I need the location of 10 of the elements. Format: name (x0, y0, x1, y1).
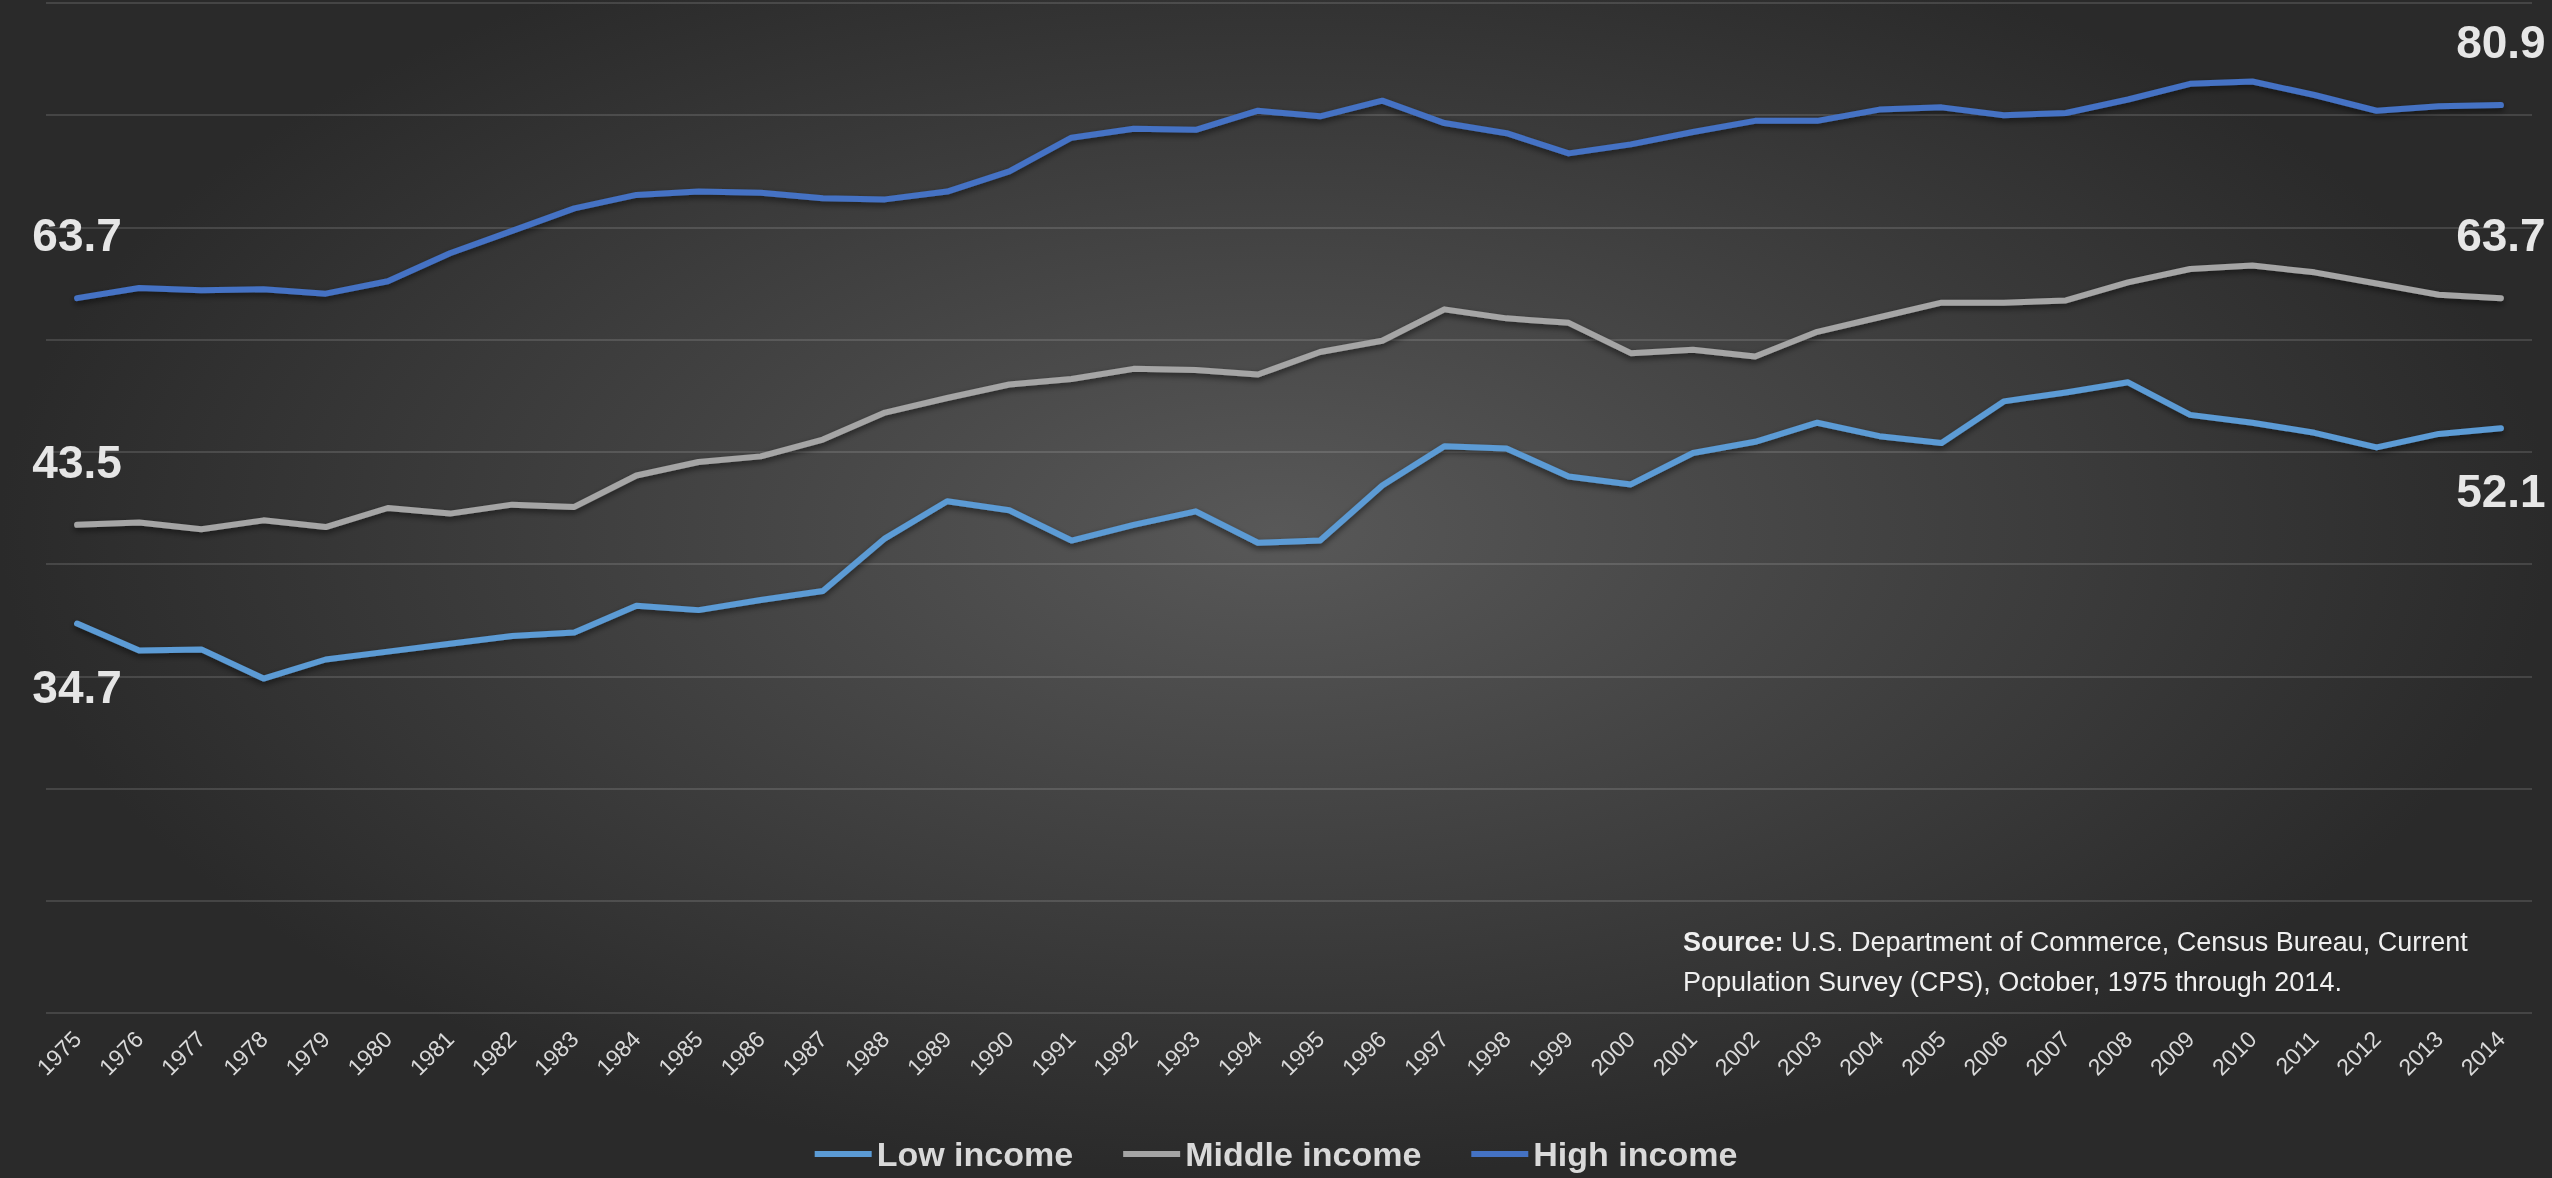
data-label: 80.9 (2456, 16, 2546, 69)
annotation: Source: U.S. Department of Commerce, Census Bureau, Current Population Survey (CPS), October, 1975 through 2014. (1683, 926, 2469, 999)
legend-label: Low income (876, 1135, 1074, 1173)
legend-label: High income (1533, 1135, 1738, 1173)
data-label: 52.1 (2456, 465, 2546, 518)
data-label: 43.5 (32, 435, 122, 488)
data-label: 63.7 (32, 209, 122, 262)
data-label: 34.7 (32, 660, 122, 713)
legend-label: Middle income (1185, 1135, 1422, 1173)
data-label: 63.7 (2456, 209, 2546, 262)
